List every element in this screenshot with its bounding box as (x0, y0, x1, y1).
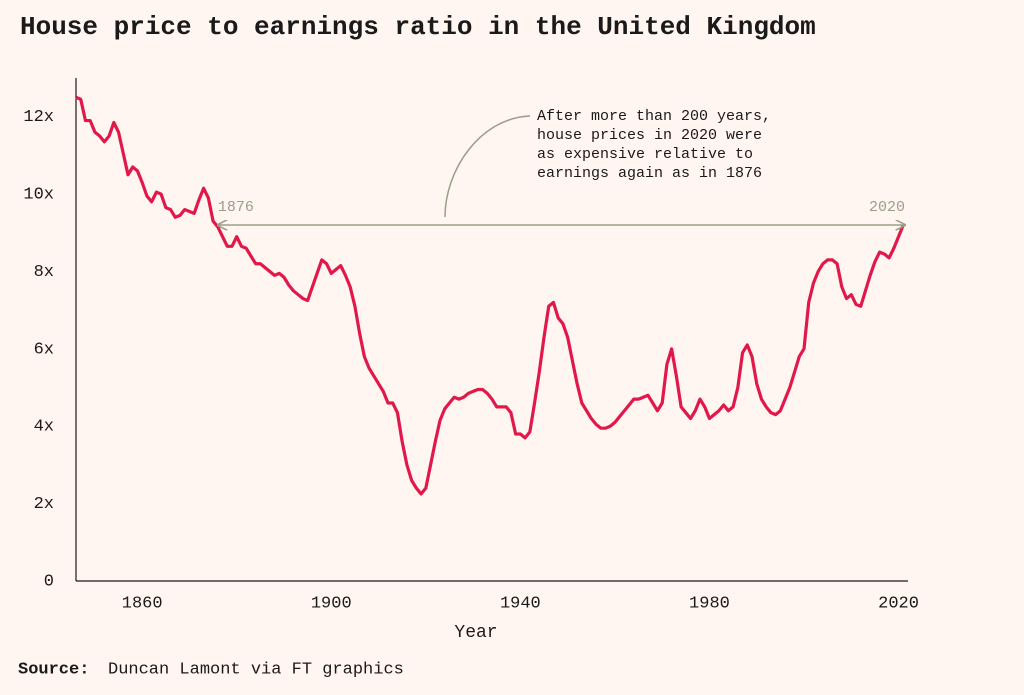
y-tick-label: 10x (23, 186, 54, 205)
y-tick-label: 8x (34, 263, 54, 282)
x-tick-label: 1980 (689, 594, 730, 613)
source-label: Source: (18, 660, 89, 679)
source: Duncan Lamont via FT graphics (108, 660, 404, 679)
annotation-text: as expensive relative to (537, 146, 753, 163)
annotation-end-label: 2020 (869, 199, 905, 216)
annotation-text: earnings again as in 1876 (537, 165, 762, 182)
annotation-text: After more than 200 years, (537, 108, 771, 125)
y-tick-label: 12x (23, 108, 54, 127)
annotation-leader (444, 115, 531, 218)
x-tick-label: 1900 (311, 594, 352, 613)
x-axis-label: Year (454, 623, 497, 643)
annotation-start-label: 1876 (218, 199, 254, 216)
annotation-text: house prices in 2020 were (537, 127, 762, 144)
y-tick-label: 2x (34, 495, 54, 514)
x-tick-label: 1940 (500, 594, 541, 613)
data-line (75, 95, 905, 496)
x-tick-label: 1860 (122, 594, 163, 613)
chart-title: House price to earnings ratio in the Uni… (20, 12, 816, 42)
y-tick-label: 4x (34, 418, 54, 437)
y-tick-label: 0 (44, 572, 54, 591)
x-tick-label: 2020 (878, 594, 919, 613)
y-tick-label: 6x (34, 340, 54, 359)
